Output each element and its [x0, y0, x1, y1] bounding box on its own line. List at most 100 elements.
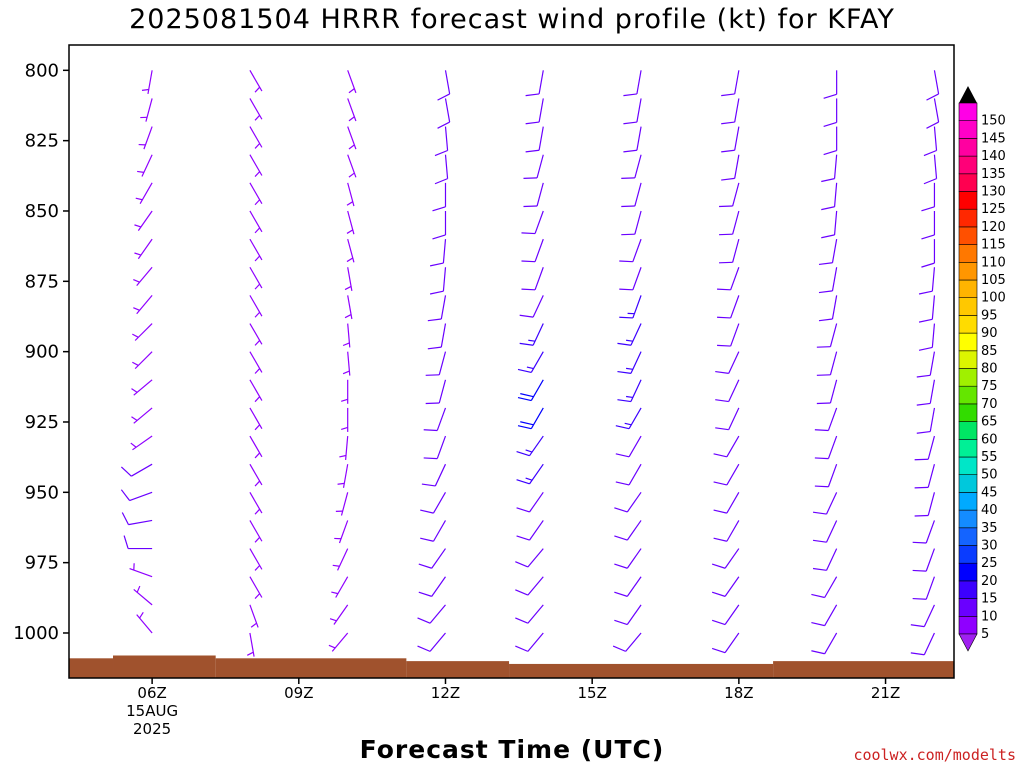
barb-half-feather: [525, 477, 533, 481]
wind-barb: [249, 323, 263, 346]
barb-half-feather: [346, 229, 354, 234]
barb-staff: [249, 492, 263, 514]
wind-barb: [133, 585, 153, 606]
barb-full-feather: [520, 393, 534, 398]
barb-half-feather: [341, 426, 348, 430]
wind-barb: [516, 435, 544, 457]
barb-staff: [628, 435, 642, 458]
wind-barb: [617, 379, 642, 403]
x-tick-label: 18Z: [724, 684, 753, 702]
wind-barb: [121, 512, 153, 526]
barb-staff: [532, 323, 544, 346]
speed-colorbar: 5 10 15 20 25 30 35 40 45 50 55 60 65 70 75 80 85 90 95 100…: [958, 86, 1006, 652]
barb-staff: [636, 98, 642, 123]
barb-staff: [626, 491, 642, 513]
barb-half-feather: [254, 508, 261, 515]
wind-barb: [721, 154, 740, 181]
barb-staff: [734, 70, 740, 95]
barb-staff: [147, 70, 153, 95]
wind-barb: [717, 323, 740, 347]
wind-barb: [249, 407, 263, 431]
wind-barb: [715, 379, 740, 403]
wind-barb: [823, 70, 838, 99]
wind-barb: [811, 576, 838, 599]
colorbar-segment: [958, 562, 978, 582]
barb-half-feather: [139, 612, 144, 619]
barb-full-feather: [717, 344, 731, 347]
barb-staff: [628, 407, 642, 430]
wind-barb: [914, 464, 936, 489]
barb-staff: [431, 548, 446, 569]
wind-barb: [621, 154, 642, 180]
barb-staff: [527, 604, 544, 624]
barb-staff: [131, 463, 153, 477]
barb-staff: [923, 632, 935, 655]
barb-staff: [335, 576, 349, 598]
wind-barb: [814, 463, 838, 488]
wind-barb: [614, 548, 642, 569]
barb-full-feather: [617, 370, 632, 374]
barb-half-feather: [332, 564, 340, 567]
barb-full-feather: [521, 288, 536, 291]
barb-full-feather: [721, 177, 735, 181]
wind-barb: [926, 98, 940, 129]
barb-full-feather: [417, 617, 431, 624]
wind-barb: [516, 463, 544, 485]
colorbar-label: 95: [981, 308, 998, 323]
barb-staff: [534, 267, 544, 291]
barb-full-feather: [619, 316, 633, 319]
barb-full-feather: [525, 121, 540, 125]
barb-full-feather: [717, 316, 731, 319]
y-tick-label: 850: [25, 201, 59, 222]
wind-barb: [141, 70, 153, 95]
wind-barb: [923, 154, 938, 185]
barb-staff: [347, 154, 357, 178]
barb-staff: [925, 576, 936, 600]
barb-staff: [734, 98, 740, 123]
barb-half-feather: [134, 252, 142, 256]
barb-staff: [833, 154, 838, 179]
x-axis-label: Forecast Time (UTC): [360, 735, 665, 764]
colorbar-segment: [958, 598, 978, 617]
wind-barb: [249, 435, 263, 459]
x-tick-label: 21Z: [871, 684, 900, 702]
wind-barb: [519, 323, 544, 346]
barb-staff: [728, 351, 740, 374]
wind-barb: [249, 266, 263, 290]
barb-staff: [145, 98, 153, 122]
barb-staff: [724, 604, 740, 625]
barb-staff: [345, 436, 349, 461]
colorbar-label: 85: [981, 344, 998, 359]
wind-barb: [134, 238, 153, 260]
barb-staff: [929, 407, 936, 432]
barb-full-feather: [910, 652, 925, 656]
barb-staff: [534, 238, 544, 262]
wind-barb: [818, 239, 838, 266]
barb-staff: [634, 154, 642, 179]
colorbar-label: 60: [981, 432, 998, 447]
colorbar-segment: [958, 545, 978, 564]
wind-barb: [344, 295, 353, 320]
barb-full-feather: [916, 374, 931, 378]
barb-staff: [429, 604, 446, 624]
colorbar-label: 120: [981, 220, 1006, 235]
barb-full-feather: [623, 93, 637, 97]
barb-full-feather: [434, 149, 448, 157]
colorbar-label: 25: [981, 556, 998, 571]
wind-barb: [249, 295, 263, 318]
wind-barbs-layer: [120, 70, 940, 657]
barb-staff: [434, 463, 447, 487]
colorbar-segment: [958, 155, 978, 175]
barb-staff: [249, 98, 263, 120]
wind-barb: [516, 520, 544, 541]
wind-barb: [818, 267, 838, 294]
x-tick-label: 12Z: [431, 684, 460, 702]
wind-barb: [132, 323, 153, 341]
barb-staff: [429, 632, 446, 652]
wind-barb: [334, 520, 349, 544]
barb-full-feather: [623, 149, 637, 153]
barb-full-feather: [429, 290, 444, 295]
wind-barb: [713, 463, 740, 486]
barb-staff: [436, 407, 447, 431]
barb-staff: [630, 351, 642, 374]
